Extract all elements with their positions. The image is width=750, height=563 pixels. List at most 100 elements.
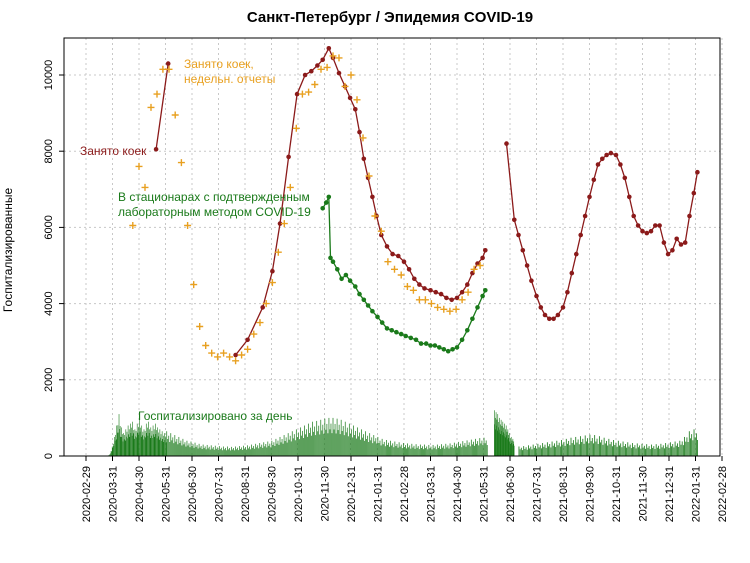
daily-bar (674, 441, 676, 456)
daily-bar (591, 438, 593, 456)
daily-bar (597, 443, 599, 456)
daily-bar (385, 440, 387, 456)
daily-bar (439, 446, 440, 456)
daily-bar (244, 448, 245, 456)
weekly-plus-point (190, 281, 198, 289)
daily-bar (477, 441, 479, 456)
daily-bar (465, 446, 467, 456)
daily-bar (438, 447, 439, 456)
daily-bar (441, 444, 442, 456)
daily-bar (656, 447, 658, 456)
series-point (375, 314, 380, 320)
x-tick-label: 2020-08-31 (240, 466, 252, 522)
weekly-plus-point (147, 103, 155, 111)
daily-bar (231, 446, 232, 456)
daily-bar (270, 447, 272, 456)
daily-bar (481, 440, 483, 456)
daily-bar (152, 438, 153, 456)
daily-bar (374, 441, 376, 456)
annotation-beds: Занято коек (80, 144, 147, 158)
daily-bar (445, 443, 447, 456)
daily-bar (111, 446, 113, 456)
daily-bar (119, 426, 121, 456)
daily-bar (343, 435, 345, 456)
daily-bar (281, 439, 283, 456)
daily-bar (594, 435, 596, 456)
daily-bar (559, 446, 561, 456)
annotation-weekly-line1: Занято коек, (184, 57, 254, 71)
daily-bar (401, 448, 403, 456)
daily-bar (118, 432, 119, 456)
series-point (361, 297, 367, 303)
daily-bar (346, 427, 348, 456)
daily-bar (629, 444, 631, 456)
series-point (417, 282, 422, 287)
daily-bar (502, 421, 504, 456)
y-tick-label: 6000 (43, 215, 55, 239)
series-point (444, 295, 449, 301)
x-tick-label: 2022-01-31 (691, 466, 703, 522)
daily-bar (399, 446, 401, 456)
x-tick-label: 2020-09-30 (267, 466, 279, 522)
weekly-plus-point (403, 283, 411, 290)
series-point (524, 263, 530, 268)
daily-bar (348, 423, 350, 456)
daily-bar (129, 436, 131, 456)
series-point (326, 194, 332, 200)
daily-bar (609, 444, 611, 456)
daily-bar (160, 434, 162, 456)
series-layer (129, 46, 700, 365)
series-point (695, 169, 700, 175)
daily-bar (415, 444, 417, 456)
daily-bar (497, 414, 499, 456)
weekly-plus-point (365, 172, 373, 180)
daily-bar (341, 431, 343, 456)
x-tick-label: 2020-05-31 (161, 466, 173, 522)
daily-bar (133, 430, 135, 456)
x-tick-label: 2020-06-30 (187, 466, 199, 522)
daily-bar (552, 445, 554, 456)
daily-bar (556, 440, 558, 456)
daily-bar (224, 449, 225, 456)
daily-bar (115, 434, 116, 456)
weekly-plus-point (384, 258, 392, 266)
daily-bar (619, 445, 620, 456)
daily-bar (136, 423, 138, 456)
daily-bar (349, 433, 351, 456)
daily-bar (388, 442, 389, 456)
daily-bar (153, 434, 154, 456)
daily-bar (279, 436, 281, 456)
daily-bar (665, 443, 667, 456)
daily-bar (494, 417, 496, 456)
x-tick-label: 2021-04-30 (452, 466, 464, 522)
series-point (459, 337, 465, 343)
daily-bar (113, 443, 114, 456)
daily-bar (158, 432, 160, 456)
daily-bar (126, 431, 128, 456)
daily-bar (291, 431, 293, 456)
weekly-plus-point (268, 279, 276, 287)
daily-bar (606, 440, 607, 456)
daily-bar (588, 443, 590, 456)
daily-bar (371, 437, 373, 456)
daily-bar (376, 443, 378, 456)
daily-bar (543, 446, 545, 456)
daily-bar (658, 445, 659, 456)
daily-bar (201, 449, 203, 456)
series-point (403, 333, 409, 339)
daily-bar (530, 446, 532, 456)
series-point (547, 316, 552, 322)
daily-bar (508, 441, 510, 456)
series-point (357, 291, 362, 297)
daily-bar (694, 437, 696, 456)
series-point (534, 293, 539, 299)
daily-bar (363, 434, 364, 456)
daily-bar (160, 437, 161, 456)
daily-bar (565, 438, 567, 456)
series-point (353, 284, 358, 289)
series-point (437, 345, 442, 350)
x-tick-label: 2021-09-30 (585, 466, 597, 522)
daily-bar (675, 445, 677, 456)
daily-bar (682, 445, 684, 456)
daily-bar (167, 439, 169, 456)
